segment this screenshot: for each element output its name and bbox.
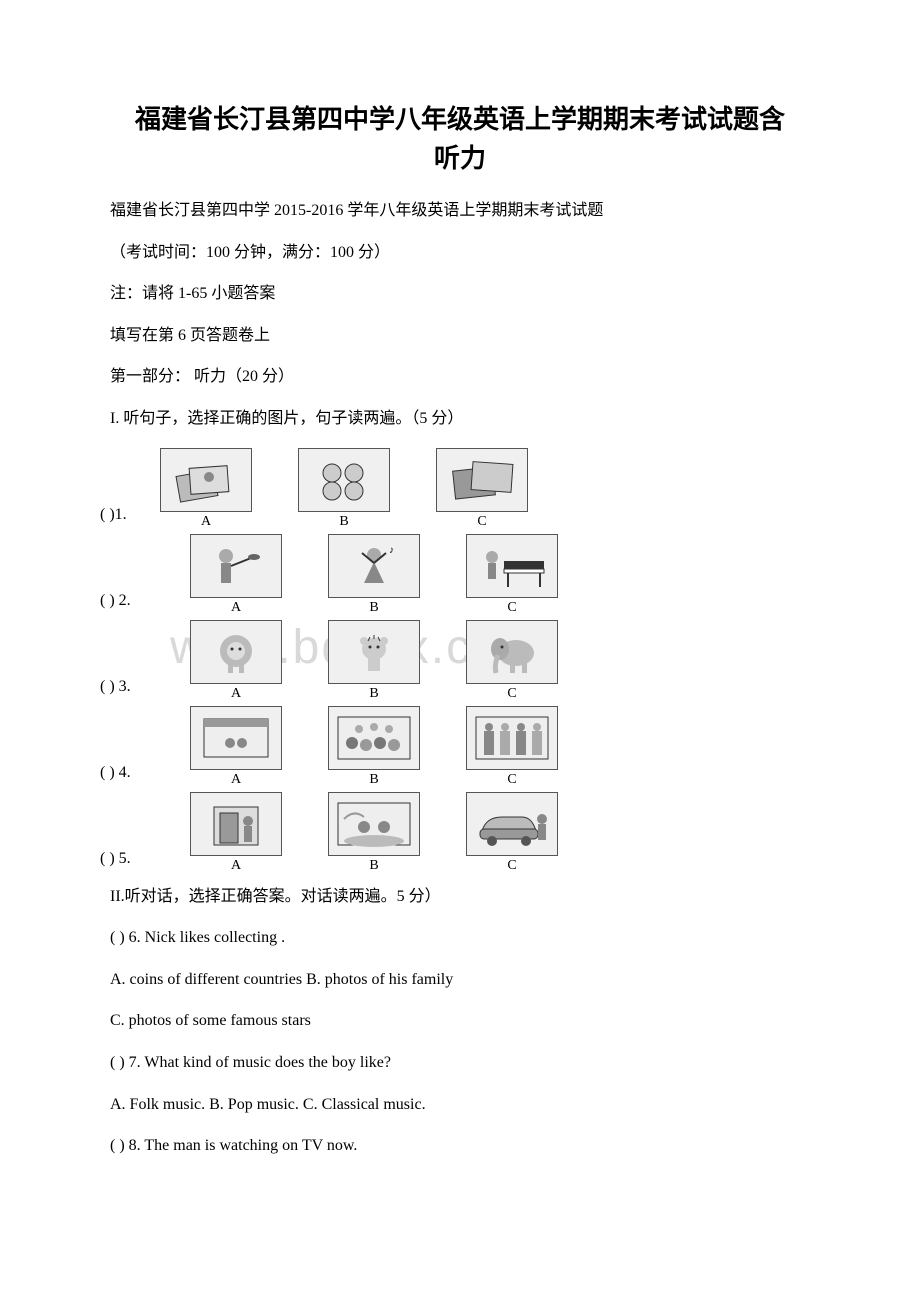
outdoor-scene-icon <box>328 792 420 856</box>
option-a: A <box>190 620 282 702</box>
door-person-icon <box>190 792 282 856</box>
option-b: B <box>298 448 390 530</box>
question-6-options-ab: A. coins of different countries B. photo… <box>110 967 850 993</box>
question-7-options: A. Folk music. B. Pop music. C. Classica… <box>110 1092 850 1118</box>
question-3-row: ( ) 3. A B C <box>100 620 850 702</box>
question-5-row: ( ) 5. A B C <box>100 792 850 874</box>
question-number: ( ) 3. <box>100 678 190 702</box>
question-2-row: ( ) 2. A ♪ B C <box>100 534 850 616</box>
part1-heading: 第一部分： 听力（20 分） <box>110 364 850 390</box>
question-4-row: ( ) 4. A B C <box>100 706 850 788</box>
option-label: B <box>339 514 348 530</box>
option-label: B <box>369 772 378 788</box>
title-line-2: 听力 <box>70 139 850 178</box>
intro-line-4: 填写在第 6 页答题卷上 <box>110 323 850 349</box>
option-c: C <box>466 706 558 788</box>
people-row-icon <box>466 706 558 770</box>
question-number: ( )1. <box>100 506 160 530</box>
option-label: C <box>507 772 516 788</box>
question-number: ( ) 5. <box>100 850 190 874</box>
option-c: C <box>466 620 558 702</box>
tiger-icon <box>328 620 420 684</box>
option-a: A <box>160 448 252 530</box>
option-c: C <box>466 534 558 616</box>
option-label: C <box>477 514 486 530</box>
option-label: B <box>369 600 378 616</box>
question-number: ( ) 4. <box>100 764 190 788</box>
question-options: A B C <box>190 792 558 874</box>
document-title: 福建省长汀县第四中学八年级英语上学期期末考试试题含 听力 <box>70 100 850 178</box>
option-label: A <box>231 858 241 874</box>
option-b: B <box>328 792 420 874</box>
question-number: ( ) 2. <box>100 592 190 616</box>
section1-heading: I. 听句子，选择正确的图片，句子读两遍。（5 分） <box>110 406 850 432</box>
books-icon <box>160 448 252 512</box>
option-label: A <box>231 772 241 788</box>
option-label: C <box>507 600 516 616</box>
section2-heading: II.听对话，选择正确答案。对话读两遍。5 分） <box>110 884 850 910</box>
question-6-option-c: C. photos of some famous stars <box>110 1008 850 1034</box>
question-7: ( ) 7. What kind of music does the boy l… <box>110 1050 850 1076</box>
lion-icon <box>190 620 282 684</box>
violin-player-icon <box>190 534 282 598</box>
option-label: C <box>507 686 516 702</box>
stage-scene-icon <box>190 706 282 770</box>
svg-text:♪: ♪ <box>389 545 394 556</box>
option-b: ♪ B <box>328 534 420 616</box>
question-1-row: ( )1. A B C <box>100 448 850 530</box>
option-c: C <box>436 448 528 530</box>
question-6: ( ) 6. Nick likes collecting . <box>110 925 850 951</box>
option-c: C <box>466 792 558 874</box>
option-label: A <box>231 686 241 702</box>
car-person-icon <box>466 792 558 856</box>
option-a: A <box>190 706 282 788</box>
question-options: A B C <box>190 706 558 788</box>
question-options: A B C <box>160 448 528 530</box>
option-label: B <box>369 858 378 874</box>
title-line-1: 福建省长汀县第四中学八年级英语上学期期末考试试题含 <box>70 100 850 139</box>
option-a: A <box>190 792 282 874</box>
coins-icon <box>298 448 390 512</box>
intro-line-1: 福建省长汀县第四中学 2015-2016 学年八年级英语上学期期末考试试题 <box>110 198 850 224</box>
option-label: A <box>231 600 241 616</box>
elephant-icon <box>466 620 558 684</box>
option-a: A <box>190 534 282 616</box>
option-b: B <box>328 706 420 788</box>
photos-icon <box>436 448 528 512</box>
option-label: A <box>201 514 211 530</box>
intro-line-2: （考试时间：100 分钟，满分：100 分） <box>110 240 850 266</box>
option-label: C <box>507 858 516 874</box>
piano-player-icon <box>466 534 558 598</box>
document-content: 福建省长汀县第四中学八年级英语上学期期末考试试题含 听力 福建省长汀县第四中学 … <box>70 100 850 1159</box>
crowd-scene-icon <box>328 706 420 770</box>
option-b: B <box>328 620 420 702</box>
option-label: B <box>369 686 378 702</box>
dancer-icon: ♪ <box>328 534 420 598</box>
question-8: ( ) 8. The man is watching on TV now. <box>110 1133 850 1159</box>
question-options: A B C <box>190 620 558 702</box>
question-options: A ♪ B C <box>190 534 558 616</box>
intro-line-3: 注：请将 1-65 小题答案 <box>110 281 850 307</box>
